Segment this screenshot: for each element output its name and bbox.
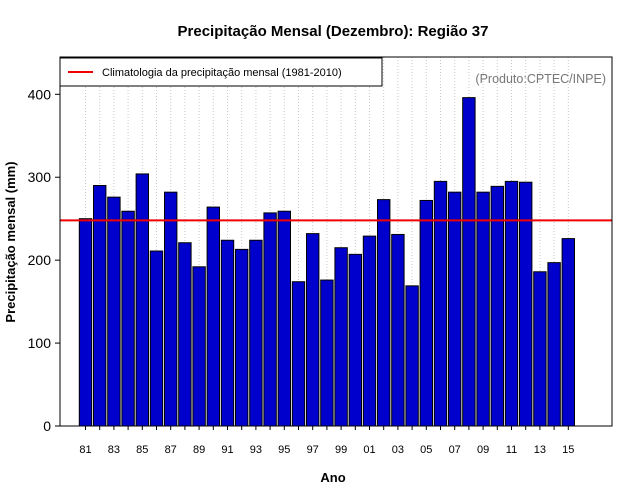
bar-95 xyxy=(277,210,292,427)
x-tick-label: 85 xyxy=(136,444,148,456)
bar-02 xyxy=(377,199,391,427)
x-tick-label: 93 xyxy=(250,444,262,456)
bar-12 xyxy=(519,181,533,427)
bars-layer xyxy=(78,97,575,427)
bar-93 xyxy=(249,239,263,427)
y-tick-label: 300 xyxy=(28,169,52,185)
bar-00 xyxy=(348,253,363,427)
x-tick-label: 13 xyxy=(534,444,546,456)
x-axis: 81 83 85 87 89 91 93 95 97 99 01 03 05 07 09 11 13 15 xyxy=(79,426,574,456)
bar-90 xyxy=(206,206,221,427)
bar-96 xyxy=(291,281,306,427)
bar-88 xyxy=(178,242,192,427)
bar-99 xyxy=(334,247,348,427)
source-label: (Produto:CPTEC/INPE) xyxy=(475,72,606,86)
bar-83 xyxy=(107,196,121,427)
x-tick-label: 81 xyxy=(79,444,91,456)
y-axis-title: Precipitação mensal (mm) xyxy=(3,161,18,322)
bar-11 xyxy=(504,180,519,427)
bar-97 xyxy=(306,233,320,427)
bar-92 xyxy=(235,248,249,427)
x-tick-label: 91 xyxy=(221,444,233,456)
x-tick-label: 05 xyxy=(420,444,432,456)
bar-94 xyxy=(263,212,277,427)
bar-08 xyxy=(462,97,476,427)
legend-box xyxy=(59,57,383,87)
bar-03 xyxy=(391,233,405,427)
bar-10 xyxy=(490,185,505,427)
x-tick-label: 15 xyxy=(562,444,574,456)
y-axis: 0 100 200 300 400 xyxy=(28,86,60,434)
bar-01 xyxy=(362,235,377,427)
bar-85 xyxy=(135,173,150,427)
x-tick-label: 83 xyxy=(108,444,120,456)
bar-07 xyxy=(448,191,462,427)
x-tick-label: 03 xyxy=(392,444,404,456)
x-tick-label: 09 xyxy=(477,444,489,456)
legend: Climatologia da precipitação mensal (198… xyxy=(59,57,383,87)
bar-14 xyxy=(547,262,561,427)
y-tick-label: 100 xyxy=(28,335,52,351)
x-tick-label: 11 xyxy=(506,444,517,456)
bar-04 xyxy=(405,285,419,427)
bar-06 xyxy=(433,180,448,427)
legend-label: Climatologia da precipitação mensal (198… xyxy=(102,67,342,79)
bar-86 xyxy=(149,250,164,427)
bar-15 xyxy=(561,238,575,427)
bar-98 xyxy=(320,279,334,427)
bar-82 xyxy=(93,185,107,427)
bar-84 xyxy=(121,210,135,427)
bar-87 xyxy=(164,191,178,427)
y-tick-label: 0 xyxy=(43,418,51,434)
bar-05 xyxy=(419,199,434,427)
chart-title: Precipitação Mensal (Dezembro): Região 3… xyxy=(178,23,489,40)
bar-81 xyxy=(78,218,93,427)
bar-09 xyxy=(476,191,490,427)
x-tick-label: 99 xyxy=(335,444,347,456)
plot-frame xyxy=(59,56,613,427)
x-tick-label: 07 xyxy=(449,444,461,456)
x-tick-label: 97 xyxy=(307,444,319,456)
y-tick-label: 400 xyxy=(28,86,52,102)
bar-13 xyxy=(533,271,547,427)
x-tick-label: 87 xyxy=(165,444,177,456)
bar-91 xyxy=(220,239,235,427)
y-tick-label: 200 xyxy=(28,252,52,268)
x-tick-label: 01 xyxy=(363,444,375,456)
x-axis-title: Ano xyxy=(320,470,345,485)
x-tick-label: 89 xyxy=(193,444,205,456)
x-tick-label: 95 xyxy=(278,444,290,456)
bar-89 xyxy=(192,266,206,427)
